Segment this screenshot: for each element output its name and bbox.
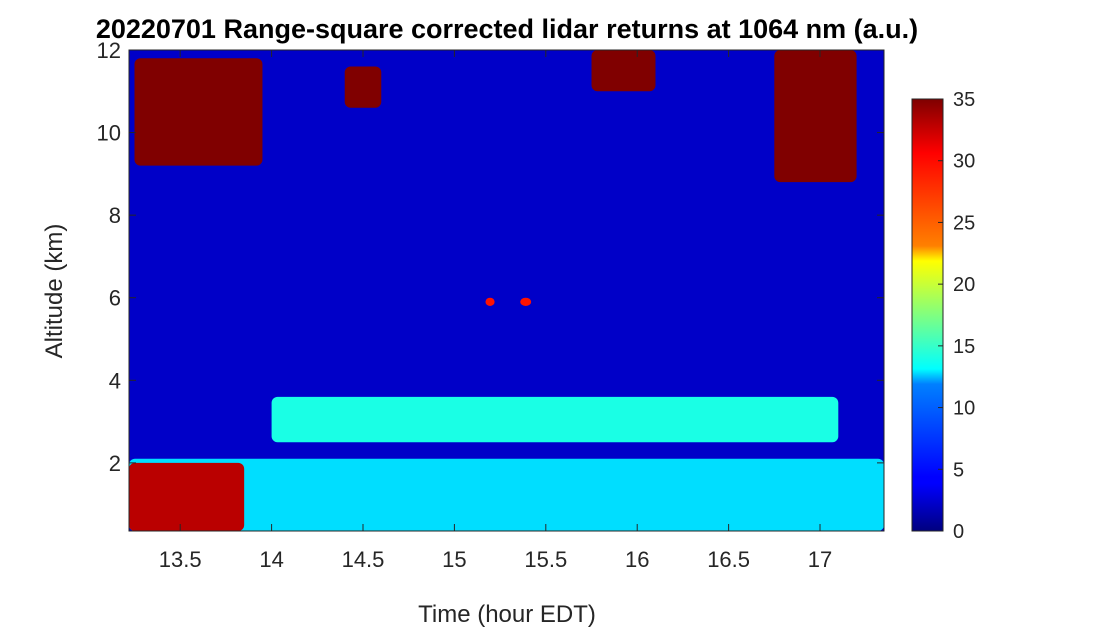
x-axis: 13.5 14 14.5 15 15.5 16 16.5 17	[159, 50, 832, 572]
colorbar: 0 5 10 15 20 25 30 35	[911, 89, 975, 543]
heatmap-region-5	[774, 50, 857, 183]
heatmap-region-8	[520, 297, 532, 306]
plot-frame	[128, 49, 885, 532]
y-tick-label: 2	[109, 451, 121, 476]
colorbar-tick-label: 5	[953, 459, 964, 481]
x-tick-label: 16.5	[707, 547, 750, 572]
x-tick-label: 15	[442, 547, 466, 572]
colorbar-tick-label: 25	[953, 212, 975, 234]
colorbar-gradient	[911, 98, 944, 532]
y-tick-label: 4	[109, 368, 121, 393]
y-tick-label: 6	[109, 286, 121, 311]
x-axis-label: Time (hour EDT)	[418, 601, 596, 628]
heatmap-region-1	[129, 462, 245, 531]
colorbar-tick-label: 10	[953, 398, 975, 420]
heatmap-region-4	[344, 66, 382, 108]
colorbar-tick-label: 30	[953, 151, 975, 173]
y-axis: 2 4 6 8 10 12	[97, 38, 884, 476]
plot-area	[128, 49, 885, 532]
y-axis-label: Altitude (km)	[41, 224, 68, 359]
y-tick-label: 8	[109, 203, 121, 228]
colorbar-tick-label: 15	[953, 336, 975, 358]
x-tick-label: 14	[259, 547, 283, 572]
chart-title: 20220701 Range-square corrected lidar re…	[96, 14, 918, 44]
heatmap	[129, 50, 884, 531]
x-tick-label: 13.5	[159, 547, 202, 572]
colorbar-tick-label: 20	[953, 274, 975, 296]
heatmap-region-7	[485, 297, 495, 306]
x-tick-label: 17	[808, 547, 832, 572]
heatmap-region-3	[134, 58, 263, 166]
x-tick-label: 15.5	[524, 547, 567, 572]
heatmap-region-0	[129, 458, 884, 531]
x-tick-label: 16	[625, 547, 649, 572]
y-tick-label: 12	[97, 38, 121, 63]
colorbar-tick-label: 35	[953, 89, 975, 111]
y-tick-label: 10	[97, 121, 121, 146]
colorbar-tick-label: 0	[953, 521, 964, 543]
x-tick-label: 14.5	[342, 547, 385, 572]
colorbar-ticks: 0 5 10 15 20 25 30 35	[938, 89, 975, 543]
heatmap-region-2	[271, 396, 839, 443]
heatmap-region-6	[591, 50, 656, 92]
